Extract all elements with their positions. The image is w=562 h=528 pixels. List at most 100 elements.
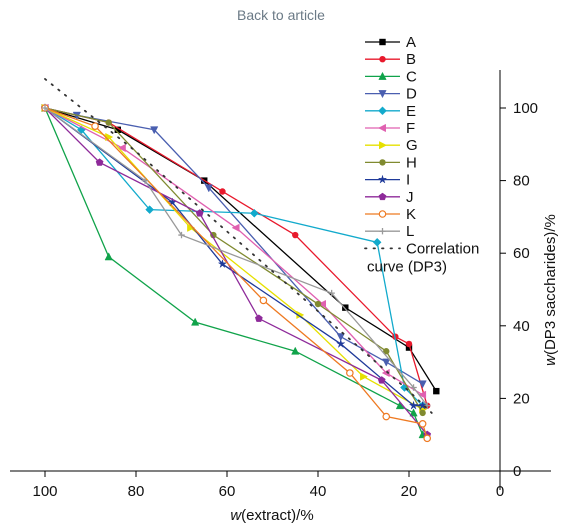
legend-marker xyxy=(378,192,387,201)
data-point xyxy=(141,177,149,184)
series-E xyxy=(40,103,428,411)
correlation-line xyxy=(44,78,433,414)
y-tick-label: 80 xyxy=(513,173,530,190)
data-point xyxy=(314,300,322,308)
data-point xyxy=(418,380,427,389)
data-point xyxy=(150,126,159,135)
legend-marker xyxy=(378,106,387,116)
correlation-curve xyxy=(44,78,433,414)
data-point xyxy=(419,409,426,417)
legend-label: H xyxy=(406,154,417,171)
legend-item-J: J xyxy=(365,189,414,206)
data-point xyxy=(249,208,259,218)
legend-item-H: H xyxy=(365,154,417,171)
back-to-article-link[interactable]: Back to article xyxy=(237,7,325,23)
data-point xyxy=(377,376,386,384)
series-line xyxy=(44,107,423,396)
data-point xyxy=(382,358,391,367)
data-point xyxy=(191,317,200,326)
data-point xyxy=(105,119,112,126)
series-L xyxy=(41,104,431,409)
y-axis-title-rest: (DP3 saccharides)/% xyxy=(542,214,559,355)
data-point xyxy=(418,420,427,428)
data-point xyxy=(423,434,432,443)
legend-item-E: E xyxy=(365,103,416,120)
x-axis-title-var: w xyxy=(230,507,242,524)
legend-label: L xyxy=(406,223,414,240)
x-tick-label: 20 xyxy=(401,483,418,500)
data-point xyxy=(360,372,369,381)
data-point xyxy=(395,401,405,410)
series-layer xyxy=(40,78,440,443)
series-line xyxy=(44,107,424,407)
data-point xyxy=(254,314,263,322)
data-point xyxy=(95,158,104,166)
legend-marker xyxy=(378,71,387,80)
x-axis-title: w(extract)/% xyxy=(230,507,313,524)
series-line xyxy=(44,107,428,407)
legend-item-C: C xyxy=(365,68,417,85)
data-point xyxy=(291,346,300,355)
legend-item-A: A xyxy=(365,34,416,51)
x-tick-label: 40 xyxy=(310,483,327,500)
data-point xyxy=(342,304,349,311)
y-tick-label: 100 xyxy=(513,100,538,117)
legend-label: C xyxy=(406,68,417,85)
data-point xyxy=(346,369,354,377)
y-axis-title-var: w xyxy=(542,354,559,366)
x-tick-label: 100 xyxy=(32,483,57,500)
legend-label: B xyxy=(406,51,416,68)
legend-item-F: F xyxy=(365,120,415,137)
data-point xyxy=(204,184,213,193)
data-point xyxy=(405,340,413,348)
y-tick-label: 20 xyxy=(513,390,530,407)
x-axis-title-rest: (extract)/% xyxy=(241,507,314,524)
legend-marker xyxy=(377,123,386,133)
series-line xyxy=(44,107,437,392)
x-tick-label: 80 xyxy=(128,483,145,500)
data-point xyxy=(217,258,228,269)
data-point xyxy=(381,368,390,378)
data-point xyxy=(418,390,427,399)
data-point xyxy=(178,231,185,239)
series-C xyxy=(40,103,427,439)
legend-label: D xyxy=(406,86,417,103)
legend-label: I xyxy=(406,172,410,189)
series-K xyxy=(41,104,432,443)
data-point xyxy=(405,344,413,351)
series-line xyxy=(44,107,424,414)
legend-item-L: L xyxy=(365,223,414,240)
legend-label: K xyxy=(406,206,416,223)
legend-label: E xyxy=(406,103,416,120)
data-point xyxy=(117,143,126,153)
legend-marker xyxy=(379,56,386,63)
legend-item-I: I xyxy=(365,172,410,189)
legend-label: Correlation xyxy=(406,240,479,257)
data-point xyxy=(231,223,240,232)
data-point xyxy=(328,289,335,297)
legend-label: F xyxy=(406,120,415,137)
legend-item-B: B xyxy=(365,51,416,68)
data-point xyxy=(219,188,226,195)
data-point xyxy=(336,333,345,342)
data-point xyxy=(145,205,155,214)
data-point xyxy=(410,384,417,391)
data-point xyxy=(409,408,418,417)
series-line xyxy=(44,107,423,410)
legend-label: G xyxy=(406,137,418,154)
y-axis-title: w(DP3 saccharides)/% xyxy=(542,214,559,366)
legend-marker xyxy=(377,174,388,184)
y-tick-label: 40 xyxy=(513,318,530,335)
legend-marker xyxy=(379,141,388,150)
data-point xyxy=(195,209,204,217)
data-point xyxy=(104,252,113,261)
data-point xyxy=(41,104,49,112)
legend-item-D: D xyxy=(365,86,417,103)
legend-marker xyxy=(379,38,386,46)
data-point xyxy=(372,237,382,247)
legend-marker xyxy=(378,90,387,99)
data-point xyxy=(91,122,99,130)
data-point xyxy=(382,412,391,421)
